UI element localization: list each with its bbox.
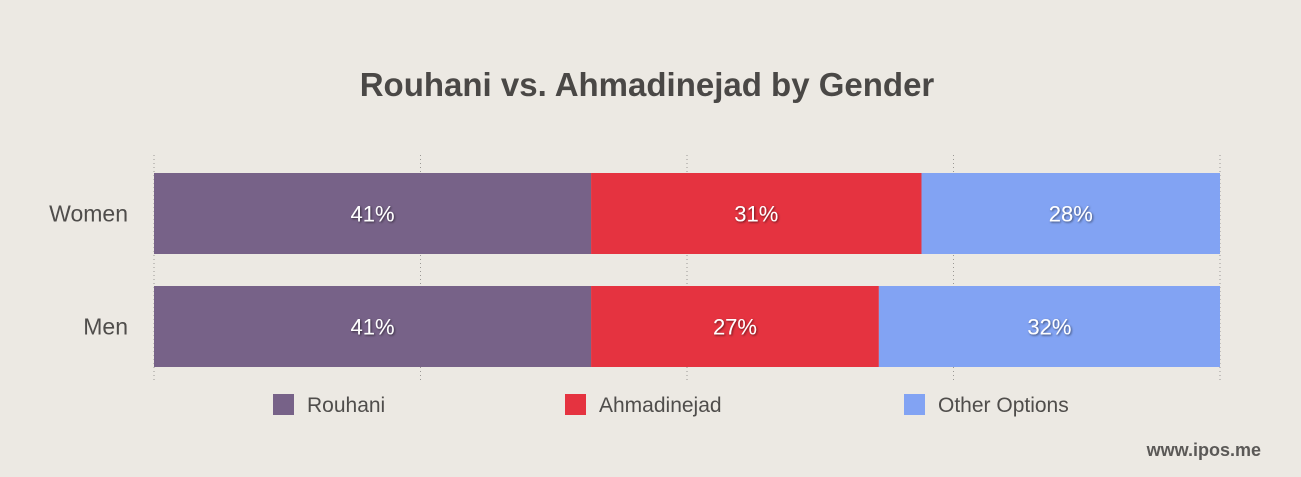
bar-women-rouhani	[154, 173, 592, 254]
data-label-women-rouhani: 41%	[351, 202, 395, 227]
legend: Rouhani Ahmadinejad Other Options	[273, 394, 1069, 417]
data-labels: 41% 31% 28% 41% 27% 32%	[351, 202, 1093, 340]
category-labels: Women Men	[49, 201, 128, 340]
bar-women-other-options	[921, 173, 1220, 254]
category-label-women: Women	[49, 201, 128, 227]
bar-men-ahmadinejad	[591, 286, 879, 367]
bars	[154, 173, 1220, 367]
legend-swatch-ahmadinejad	[565, 394, 586, 415]
source-credit: www.ipos.me	[1146, 440, 1261, 460]
legend-label-rouhani: Rouhani	[307, 394, 385, 417]
data-label-men-other-options: 32%	[1027, 315, 1071, 340]
data-label-women-ahmadinejad: 31%	[734, 202, 778, 227]
bar-women-ahmadinejad	[591, 173, 922, 254]
legend-swatch-rouhani	[273, 394, 294, 415]
bar-men-other-options	[878, 286, 1220, 367]
chart-title: Rouhani vs. Ahmadinejad by Gender	[360, 66, 935, 103]
legend-label-other-options: Other Options	[938, 394, 1069, 417]
data-label-women-other-options: 28%	[1049, 202, 1093, 227]
bar-men-rouhani	[154, 286, 592, 367]
category-label-men: Men	[83, 314, 128, 340]
legend-swatch-other-options	[904, 394, 925, 415]
data-label-men-rouhani: 41%	[351, 315, 395, 340]
data-label-men-ahmadinejad: 27%	[713, 315, 757, 340]
legend-label-ahmadinejad: Ahmadinejad	[599, 394, 722, 417]
